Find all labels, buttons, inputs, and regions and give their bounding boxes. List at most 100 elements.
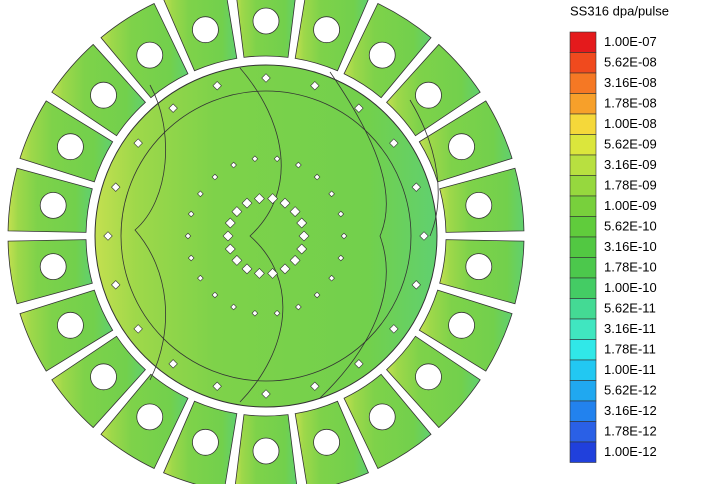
slot	[267, 193, 278, 204]
slot	[295, 161, 302, 169]
hole	[448, 133, 475, 161]
slot	[279, 263, 291, 275]
contour-line	[409, 99, 439, 237]
slot	[354, 359, 364, 369]
slot	[411, 280, 421, 290]
hole	[39, 192, 67, 219]
slot	[103, 231, 113, 241]
legend-label: 3.16E-09	[604, 157, 657, 172]
legend-swatch	[569, 31, 597, 53]
inner-ring	[120, 90, 412, 382]
legend-label: 5.62E-10	[604, 218, 657, 233]
slot	[184, 232, 192, 240]
legend-swatch	[569, 277, 597, 299]
legend-label: 1.00E-10	[604, 280, 657, 295]
legend-label: 1.78E-11	[604, 341, 656, 356]
legend-label: 3.16E-08	[604, 75, 657, 90]
slot	[224, 217, 236, 229]
slot	[298, 230, 310, 242]
disk	[94, 64, 438, 408]
legend-label: 5.62E-09	[604, 136, 657, 151]
slot	[267, 268, 278, 279]
legend-label: 5.62E-12	[604, 382, 657, 397]
slot	[224, 243, 236, 255]
slot	[313, 173, 321, 181]
hole	[368, 41, 396, 69]
slot	[289, 206, 301, 217]
hole	[415, 363, 442, 391]
slot	[261, 389, 271, 399]
legend-swatch	[569, 359, 597, 381]
slot	[187, 254, 195, 262]
slot	[273, 155, 281, 163]
hole	[465, 192, 493, 219]
legend-swatch	[569, 134, 597, 156]
hole	[57, 133, 84, 161]
legend: 1.00E-07 5.62E-08 3.16E-08 1.78E-08 1.00E-08…	[569, 31, 657, 463]
slot	[354, 103, 364, 113]
slot	[187, 210, 195, 218]
slot	[340, 232, 348, 240]
legend-label: 1.00E-07	[604, 34, 657, 49]
hole	[252, 437, 280, 465]
slot	[231, 206, 243, 217]
hole	[90, 363, 117, 391]
legend-label: 3.16E-10	[604, 239, 657, 254]
slot	[419, 231, 429, 241]
hole	[415, 81, 442, 109]
legend-swatch	[569, 339, 597, 361]
slot	[289, 255, 301, 266]
legend-swatch	[569, 257, 597, 279]
slot	[254, 193, 265, 204]
slot	[111, 182, 121, 192]
contour-line	[319, 71, 387, 399]
hole	[313, 16, 340, 44]
legend-swatch	[569, 441, 597, 463]
legend-swatch	[569, 52, 597, 74]
slot	[212, 381, 222, 391]
hole	[313, 428, 340, 456]
slot	[295, 303, 302, 311]
legend-label: 1.00E-09	[604, 198, 657, 213]
slot	[168, 103, 178, 113]
slot	[222, 230, 234, 242]
legend-swatch	[569, 421, 597, 443]
slot	[133, 138, 143, 148]
slot	[111, 280, 121, 290]
slot	[389, 138, 399, 148]
slot	[212, 81, 222, 91]
contour-line	[134, 84, 167, 381]
hole	[136, 41, 164, 69]
legend-swatch	[569, 236, 597, 258]
legend-label: 3.16E-11	[604, 321, 656, 336]
slot	[337, 210, 345, 218]
slot	[197, 274, 204, 282]
legend-label: 3.16E-12	[604, 403, 657, 418]
legend-swatch	[569, 154, 597, 176]
slot	[211, 173, 219, 181]
legend-swatch	[569, 72, 597, 94]
legend-label: 1.00E-08	[604, 116, 657, 131]
legend-swatch	[569, 175, 597, 197]
legend-swatch	[569, 195, 597, 217]
legend-swatch	[569, 113, 597, 135]
hole	[465, 253, 493, 280]
legend-label: 5.62E-11	[604, 300, 656, 315]
slot	[261, 73, 271, 83]
hole	[192, 16, 219, 44]
legend-label: 1.78E-12	[604, 423, 657, 438]
legend-label: 1.78E-08	[604, 95, 657, 110]
legend-label: 5.62E-08	[604, 54, 657, 69]
hole	[136, 403, 164, 431]
legend-swatch	[569, 400, 597, 422]
slot	[211, 291, 219, 299]
legend-label: 1.00E-11	[604, 362, 656, 377]
slot	[310, 81, 320, 91]
slot	[337, 254, 345, 262]
slot	[273, 309, 281, 317]
legend-label: 1.78E-09	[604, 177, 657, 192]
hole	[90, 81, 117, 109]
legend-label: 1.00E-12	[604, 444, 657, 459]
slot	[230, 303, 237, 311]
